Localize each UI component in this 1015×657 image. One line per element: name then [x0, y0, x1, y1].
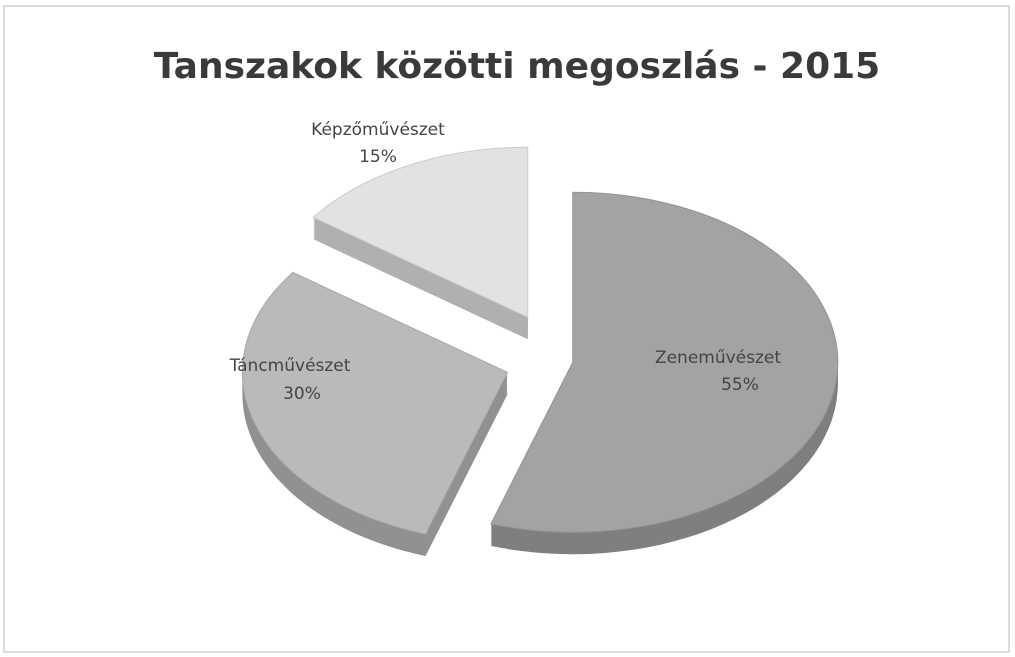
slice-value-label: 55% — [721, 375, 759, 395]
pie: Zeneművészet 55% Táncművészet 30% Képzőművés… — [229, 120, 839, 557]
pie-slice — [241, 271, 509, 535]
slice-label: Zeneművészet — [655, 348, 781, 368]
pie-slice — [312, 146, 529, 319]
slice-value-label: 30% — [283, 384, 321, 404]
chart-title: Tanszakok közötti megoszlás - 2015 — [154, 46, 880, 87]
slice-value-label: 15% — [359, 147, 397, 167]
slice-label: Táncművészet — [229, 356, 351, 376]
pie-slice — [490, 191, 839, 533]
slice-label: Képzőművészet — [311, 120, 445, 140]
